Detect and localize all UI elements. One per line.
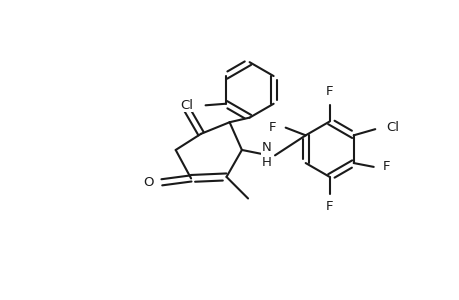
Text: F: F	[325, 85, 333, 98]
Text: F: F	[269, 121, 276, 134]
Text: Cl: Cl	[180, 99, 193, 112]
Text: N
H: N H	[261, 141, 271, 169]
Text: F: F	[382, 160, 390, 173]
Text: O: O	[143, 176, 154, 189]
Text: Cl: Cl	[385, 121, 398, 134]
Text: F: F	[325, 200, 333, 213]
